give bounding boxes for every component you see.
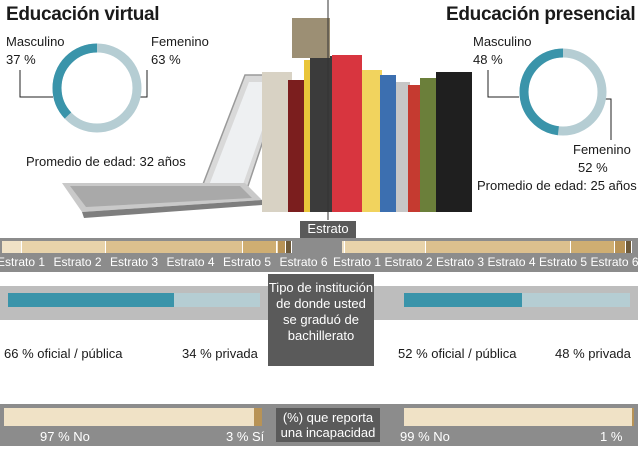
strata-segment-2 bbox=[22, 241, 106, 253]
strata-segment-3 bbox=[106, 241, 242, 253]
disability-left-no-segment bbox=[4, 408, 254, 426]
presencial-male-leader-line bbox=[488, 70, 519, 97]
disability-left-bar bbox=[4, 408, 262, 426]
laptop-icon bbox=[62, 75, 285, 218]
strata-label-pct: 12 % bbox=[166, 270, 216, 285]
disability-right-no-segment bbox=[404, 408, 632, 426]
presencial-donut bbox=[524, 53, 602, 131]
institution-right-privada-label: 48 % privada bbox=[555, 346, 631, 362]
strata-segment-5 bbox=[615, 241, 627, 253]
strata-segment-1 bbox=[2, 241, 22, 253]
strata-label-name: Estrato 4 bbox=[487, 255, 537, 270]
books-icon bbox=[262, 18, 472, 212]
institution-right-oficial-label: 52 % oficial / pública bbox=[398, 346, 517, 362]
strata-label-name: Estrato 3 bbox=[435, 255, 485, 270]
strata-label-pct: 28 % bbox=[384, 270, 434, 285]
strata-label-pct: 7 % bbox=[0, 270, 46, 285]
strata-label-name: Estrato 3 bbox=[109, 255, 159, 270]
strata-segment-2 bbox=[345, 241, 426, 253]
disability-right-bar bbox=[404, 408, 634, 426]
strata-label-name: Estrato 4 bbox=[166, 255, 216, 270]
disability-right-no-label: 99 % No bbox=[400, 429, 450, 445]
strata-segment-6 bbox=[286, 241, 292, 253]
institution-right-oficial-segment bbox=[404, 293, 522, 307]
institution-title: Tipo de institución de donde usted se gr… bbox=[268, 274, 374, 366]
strata-left-bar bbox=[2, 241, 292, 253]
strata-label-pct: 2 % bbox=[590, 270, 638, 285]
virtual-donut bbox=[57, 48, 137, 128]
top-illustration bbox=[0, 0, 638, 222]
strata-label-pct: 15 % bbox=[487, 270, 537, 285]
strata-label-name: Estrato 1 bbox=[332, 255, 382, 270]
strata-segment-4 bbox=[243, 241, 278, 253]
strata-label-name: Estrato 2 bbox=[384, 255, 434, 270]
disability-left-si-label: 3 % Sí bbox=[226, 429, 264, 445]
strata-label-pct: 47 % bbox=[109, 270, 159, 285]
strata-label-name: Estrato 5 bbox=[538, 255, 588, 270]
strata-title: Estrato bbox=[300, 221, 356, 238]
strata-label-pct: 3 % bbox=[222, 270, 272, 285]
disability-title: (%) que reporta una incapacidad bbox=[276, 408, 380, 442]
strata-label-name: Estrato 6 bbox=[590, 255, 638, 270]
institution-right-bar bbox=[404, 293, 630, 307]
strata-label-pct: 50 % bbox=[435, 270, 485, 285]
institution-left-oficial-label: 66 % oficial / pública bbox=[4, 346, 123, 362]
strata-segment-3 bbox=[426, 241, 571, 253]
strata-label-pct: 29 % bbox=[53, 270, 103, 285]
strata-segment-6 bbox=[626, 241, 632, 253]
disability-right-si-label: 1 % Sí bbox=[600, 429, 638, 461]
strata-label-name: Estrato 1 bbox=[0, 255, 46, 270]
disability-left-no-label: 97 % No bbox=[40, 429, 90, 445]
strata-label-pct: 4 % bbox=[538, 270, 588, 285]
strata-segment-4 bbox=[571, 241, 615, 253]
institution-left-oficial-segment bbox=[8, 293, 174, 307]
institution-left-bar bbox=[8, 293, 260, 307]
strata-label-name: Estrato 6 bbox=[279, 255, 329, 270]
institution-left-privada-label: 34 % privada bbox=[182, 346, 258, 362]
strata-label-name: Estrato 2 bbox=[53, 255, 103, 270]
strata-segment-5 bbox=[278, 241, 287, 253]
strata-right-bar bbox=[342, 241, 632, 253]
virtual-male-leader-line bbox=[20, 70, 53, 97]
strata-label-name: Estrato 5 bbox=[222, 255, 272, 270]
